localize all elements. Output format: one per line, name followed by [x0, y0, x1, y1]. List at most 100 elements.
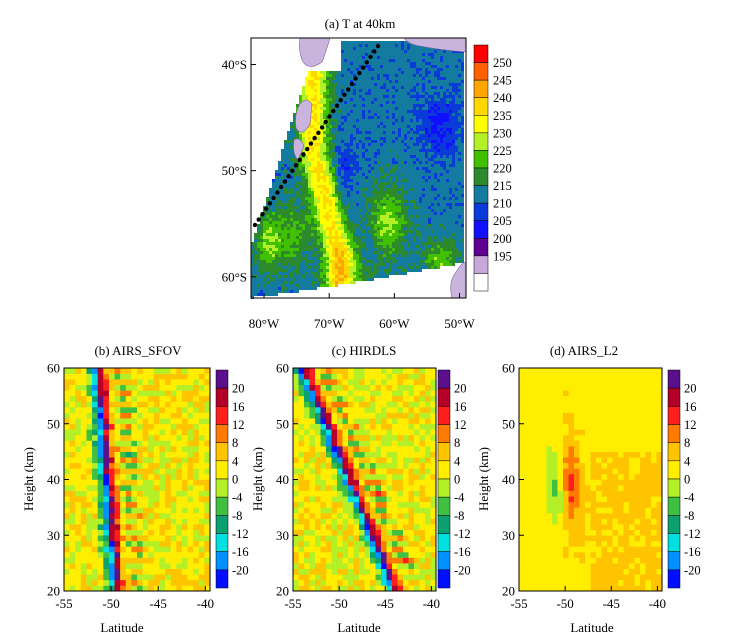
map-cell — [362, 188, 365, 191]
map-cell — [308, 287, 311, 290]
map-cell — [314, 242, 317, 245]
map-cell — [389, 260, 392, 263]
map-cell — [302, 269, 305, 272]
map-cell — [416, 155, 419, 158]
map-cell — [416, 224, 419, 227]
map-cell — [359, 170, 362, 173]
map-cell — [353, 164, 356, 167]
map-cell — [398, 203, 401, 206]
map-cell — [314, 278, 317, 281]
map-cell — [296, 281, 299, 284]
map-cell — [413, 224, 416, 227]
map-cell — [383, 275, 386, 278]
map-cell — [317, 107, 320, 110]
map-cell — [362, 146, 365, 149]
map-cell — [293, 218, 296, 221]
anomaly-cell — [165, 579, 171, 586]
map-cell — [434, 101, 437, 104]
map-cell — [269, 221, 272, 224]
map-cell — [284, 257, 287, 260]
map-cell — [374, 98, 377, 101]
map-cell — [401, 107, 404, 110]
map-cell — [410, 185, 413, 188]
map-cell — [425, 122, 428, 125]
map-cell — [428, 227, 431, 230]
map-cell — [344, 125, 347, 128]
map-cell — [461, 92, 464, 95]
anomaly-cell — [181, 574, 188, 581]
map-cell — [425, 158, 428, 161]
map-cell — [347, 101, 350, 104]
map-cell — [347, 80, 350, 83]
map-cell — [374, 191, 377, 194]
map-cell — [419, 89, 422, 92]
map-cell — [449, 167, 452, 170]
map-cell — [416, 203, 419, 206]
map-cell — [422, 158, 425, 161]
map-cell — [407, 215, 410, 218]
map-cell — [422, 185, 425, 188]
map-cell — [455, 101, 458, 104]
map-cell — [383, 89, 386, 92]
map-cell — [287, 284, 290, 287]
map-cell — [461, 89, 464, 92]
map-cell — [416, 233, 419, 236]
map-cell — [386, 125, 389, 128]
map-cell — [338, 113, 341, 116]
map-cell — [389, 251, 392, 254]
map-cell — [449, 65, 452, 68]
map-cell — [419, 65, 422, 68]
map-cell — [455, 221, 458, 224]
map-cell — [410, 71, 413, 74]
map-cell — [284, 236, 287, 239]
map-cell — [434, 104, 437, 107]
map-cell — [350, 251, 353, 254]
map-cell — [395, 122, 398, 125]
map-cell — [386, 188, 389, 191]
map-cell — [341, 47, 344, 50]
map-cell — [305, 164, 308, 167]
map-cell — [371, 116, 374, 119]
map-cell — [326, 284, 329, 287]
map-cell — [422, 257, 425, 260]
map-cell — [314, 233, 317, 236]
map-cell — [446, 161, 449, 164]
map-cell — [434, 167, 437, 170]
map-cell — [389, 65, 392, 68]
map-cell — [257, 248, 260, 251]
map-cell — [293, 281, 296, 284]
map-cell — [275, 287, 278, 290]
map-cell — [458, 77, 461, 80]
map-cell — [431, 161, 434, 164]
map-cell — [446, 125, 449, 128]
map-cell — [272, 269, 275, 272]
map-cell — [368, 275, 371, 278]
map-cell — [449, 263, 452, 266]
map-cell — [275, 194, 278, 197]
map-cell — [362, 209, 365, 212]
map-cell — [452, 164, 455, 167]
map-cell — [335, 143, 338, 146]
map-cell — [320, 215, 323, 218]
map-cell — [374, 227, 377, 230]
map-cell — [320, 89, 323, 92]
map-cell — [371, 62, 374, 65]
map-cell — [434, 89, 437, 92]
map-cell — [338, 200, 341, 203]
map-cell — [359, 128, 362, 131]
map-cell — [422, 197, 425, 200]
map-cell — [356, 131, 359, 134]
map-cell — [374, 221, 377, 224]
map-cell — [317, 122, 320, 125]
map-cell — [419, 116, 422, 119]
map-cell — [380, 161, 383, 164]
map-cell — [353, 152, 356, 155]
map-cell — [377, 251, 380, 254]
map-cell — [440, 134, 443, 137]
map-cell — [383, 131, 386, 134]
map-cell — [422, 86, 425, 89]
map-cell — [404, 182, 407, 185]
map-cell — [434, 50, 437, 53]
map-cell — [422, 206, 425, 209]
map-cell — [317, 77, 320, 80]
